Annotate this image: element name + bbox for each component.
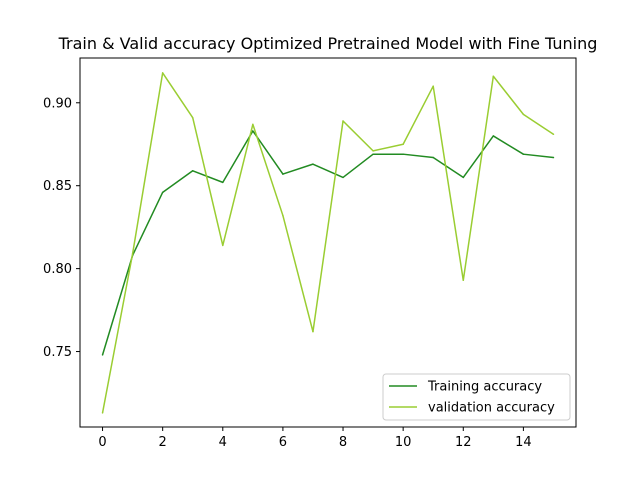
y-tick-label: 0.80 [43, 262, 72, 277]
data-point [462, 279, 465, 281]
data-point [402, 153, 404, 155]
series-line-0 [101, 130, 554, 356]
data-point [222, 244, 224, 247]
y-axis: 0.75 0.80 0.85 0.90 [43, 96, 80, 360]
chart-title: Train & Valid accuracy Optimized Pretrai… [58, 34, 598, 53]
data-point [492, 75, 495, 77]
data-point [282, 214, 284, 217]
x-tick-label: 8 [339, 435, 347, 450]
legend-box [382, 373, 571, 421]
plot-lines [101, 72, 555, 414]
legend: Training accuracy validation accuracy [382, 373, 571, 421]
data-point [552, 156, 555, 159]
data-point [191, 170, 194, 172]
data-point [252, 123, 254, 126]
data-point [432, 85, 434, 87]
x-axis: 0 2 4 6 8 10 12 14 [98, 427, 532, 450]
data-point [222, 181, 224, 184]
x-tick-label: 14 [515, 435, 532, 450]
data-point [191, 116, 194, 119]
data-point [432, 156, 434, 159]
data-point [161, 191, 164, 194]
data-point [161, 72, 164, 74]
data-point [252, 130, 254, 132]
axes-frame [79, 57, 577, 428]
data-point [462, 176, 465, 179]
data-point [492, 135, 495, 137]
data-point [131, 252, 134, 255]
legend-label: validation accuracy [428, 401, 555, 416]
data-point [312, 330, 314, 333]
data-point [522, 153, 525, 155]
y-tick-label: 0.90 [43, 96, 72, 111]
series-line-1 [101, 72, 554, 414]
x-tick-label: 12 [455, 435, 472, 450]
data-point [101, 412, 104, 414]
data-point [402, 143, 404, 145]
data-point [522, 113, 525, 116]
x-tick-label: 4 [219, 435, 227, 450]
x-tick-label: 6 [279, 435, 287, 450]
legend-label: Training accuracy [427, 380, 542, 395]
data-point [372, 150, 374, 152]
data-point [342, 120, 344, 122]
x-tick-label: 2 [159, 435, 167, 450]
x-tick-label: 0 [98, 435, 106, 450]
data-point [312, 163, 314, 165]
y-tick-label: 0.75 [43, 345, 72, 360]
data-point [372, 153, 374, 155]
data-point [101, 354, 104, 356]
x-tick-label: 10 [395, 435, 412, 450]
data-point [282, 173, 284, 175]
data-point [342, 176, 344, 179]
data-point [552, 133, 555, 136]
y-tick-label: 0.85 [43, 179, 72, 194]
